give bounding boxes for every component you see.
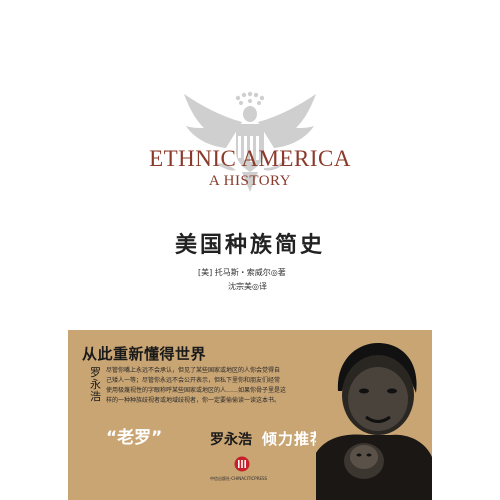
vertical-endorser-name: 罗永浩 — [90, 366, 101, 403]
recommendation-nickname: “老罗” — [106, 428, 163, 448]
title-english: ETHNIC AMERICA — [149, 146, 351, 171]
endorsement-blurb: 尽管你嘴上永远不会承认，但见了某些国家或地区的人你会觉得自 己矮人一等；尽管你永… — [106, 366, 326, 406]
translator-credit: 沈宗美◎译 — [228, 282, 267, 291]
blurb-line: 尽管你嘴上永远不会承认，但见了某些国家或地区的人你会觉得自 — [106, 367, 281, 374]
blurb-line: 样的一种种族歧视者或地域歧视者，你一定要偷偷读一读这本书。 — [106, 397, 281, 404]
citic-press-logo-icon — [234, 456, 250, 472]
recommendation-name: 罗永浩 — [210, 432, 252, 448]
blurb-line: 使用极蔑视性的字眼称呼某些国家或地区的人……如果你骨子里是这 — [106, 387, 287, 394]
eagle-seal-icon — [184, 91, 316, 192]
author-credit: [美] 托马斯・索威尔◎著 — [198, 268, 286, 277]
blurb-line: 己矮人一等；尽管你永远不会公开表示，但私下里你和朋友们经常 — [106, 377, 281, 384]
band-heading: 从此重新懂得世界 — [82, 345, 207, 363]
publisher-name: 中信出版社·CHINACITICPRESS — [210, 476, 268, 481]
endorser-portrait-icon — [316, 333, 432, 500]
title-chinese: 美国种族简史 — [174, 233, 325, 258]
subtitle-english: A HISTORY — [208, 173, 292, 189]
